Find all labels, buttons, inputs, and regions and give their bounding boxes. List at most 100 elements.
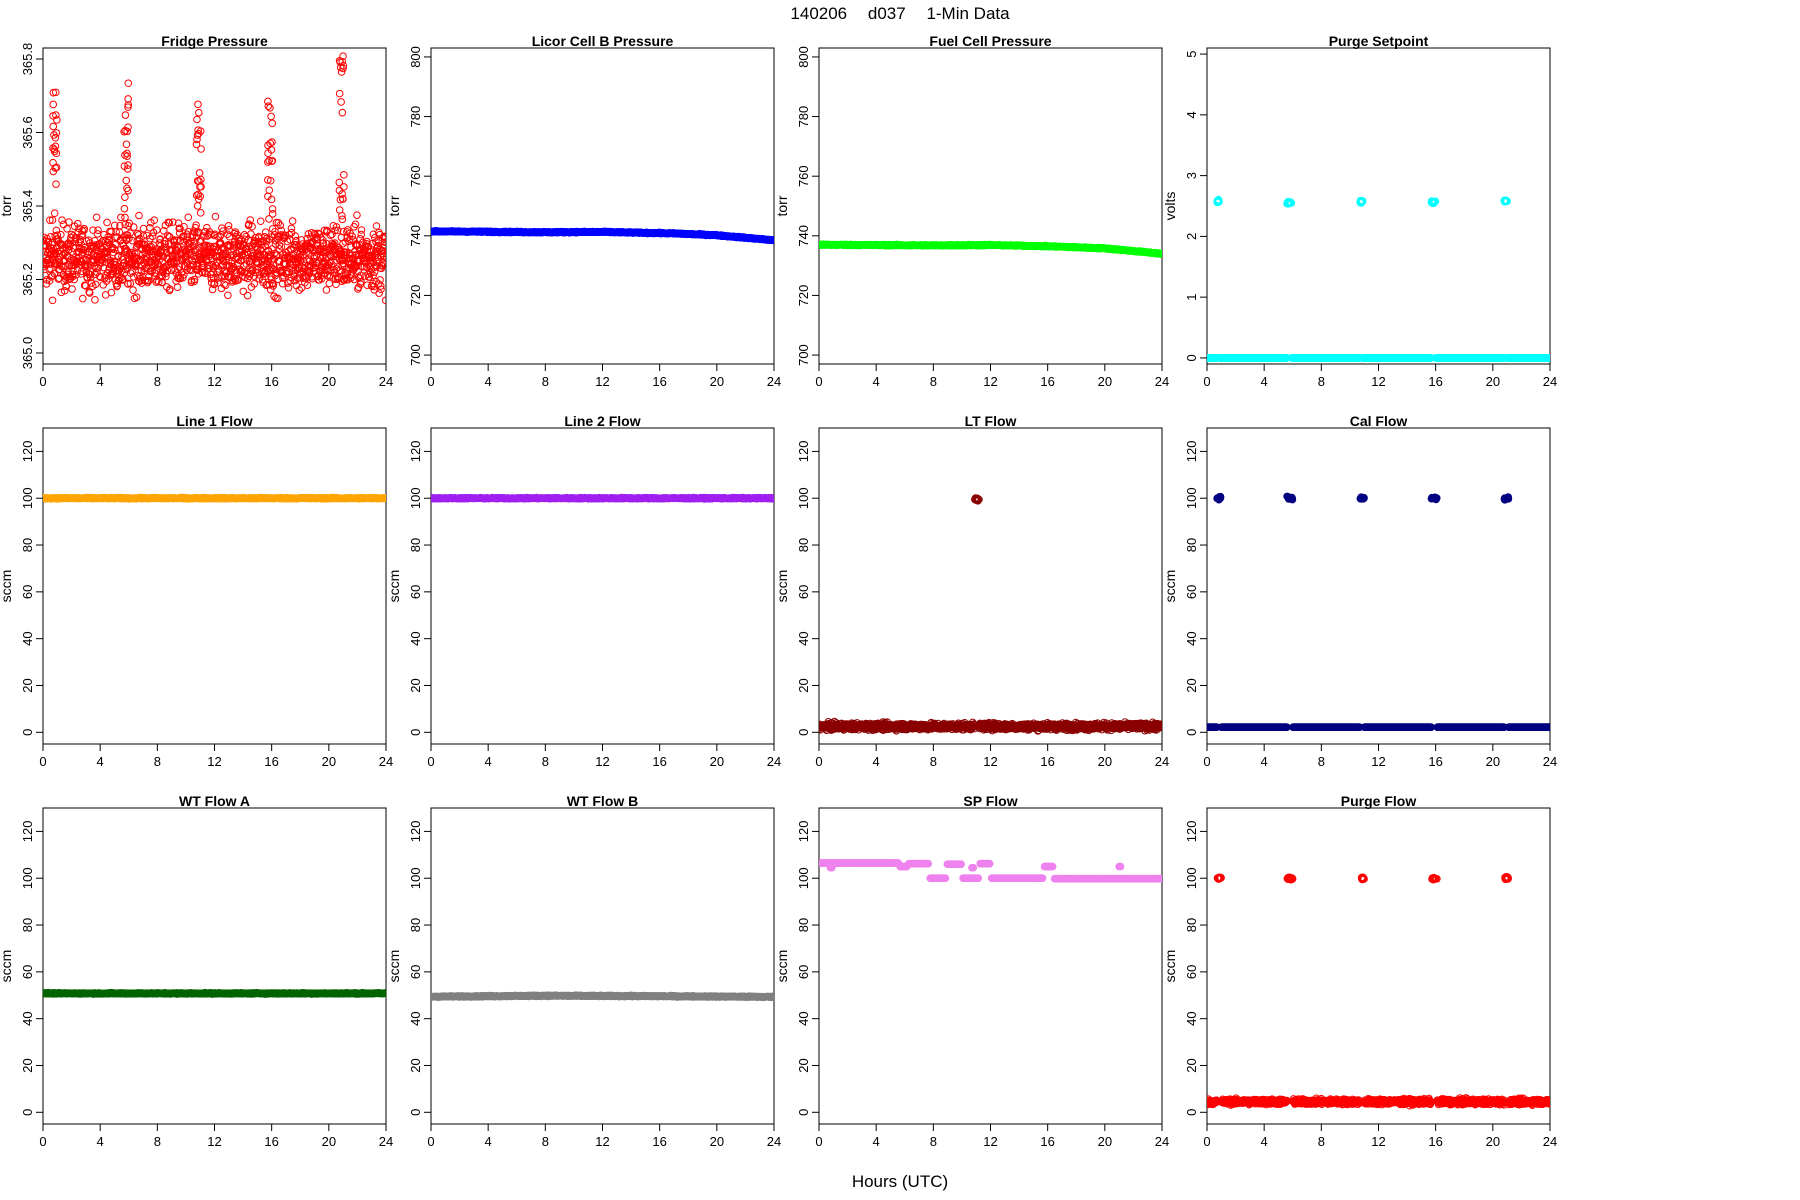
data-point	[124, 79, 133, 88]
data-point	[184, 213, 193, 222]
data-point	[150, 216, 159, 225]
data-point	[49, 158, 57, 167]
data-point	[148, 232, 157, 241]
data-point	[152, 278, 160, 286]
data-point	[329, 240, 338, 249]
data-point	[96, 273, 105, 282]
data-point	[46, 216, 54, 224]
data-point	[338, 108, 347, 117]
data-point	[52, 149, 61, 158]
data-point	[197, 182, 205, 191]
data-point	[117, 213, 125, 222]
y-tick-label: 800	[796, 46, 811, 68]
data-point	[121, 151, 129, 159]
data-point	[48, 216, 57, 224]
data-point	[126, 229, 134, 237]
data-point	[102, 277, 111, 285]
x-tick-label: 4	[485, 374, 492, 389]
data-point	[267, 112, 275, 121]
data-point	[50, 131, 58, 139]
data-point	[274, 275, 282, 284]
y-tick-label: 120	[20, 441, 35, 463]
y-tick-label: 100	[20, 487, 35, 509]
data-point	[1545, 354, 1550, 362]
data-point	[351, 220, 360, 229]
data-point	[129, 286, 137, 294]
data-point	[139, 224, 148, 233]
data-point	[134, 231, 143, 239]
data-point	[335, 89, 344, 98]
data-point	[284, 283, 293, 292]
data-point	[126, 279, 135, 288]
x-tick-label: 8	[154, 374, 161, 389]
y-tick-label: 3	[1184, 172, 1199, 179]
data-point	[112, 228, 120, 236]
data-point	[86, 271, 95, 279]
data-points	[43, 52, 386, 305]
data-point	[261, 228, 270, 236]
x-tick-label: 12	[207, 754, 221, 769]
x-tick-label: 0	[815, 374, 822, 389]
data-point	[337, 98, 345, 106]
data-point	[211, 212, 220, 221]
data-point	[338, 215, 347, 224]
data-point	[1428, 199, 1437, 207]
data-point	[376, 282, 385, 290]
data-point	[77, 261, 85, 270]
data-point	[268, 138, 276, 146]
data-point	[91, 296, 99, 304]
data-point	[48, 271, 57, 280]
data-point	[49, 88, 58, 97]
data-point	[120, 204, 129, 213]
data-point	[247, 230, 255, 238]
data-point	[196, 192, 205, 201]
x-tick-label: 20	[322, 374, 336, 389]
data-point	[231, 266, 239, 274]
x-tick-label: 24	[767, 374, 781, 389]
data-point	[346, 274, 355, 282]
data-point	[278, 279, 287, 288]
data-point	[363, 237, 371, 246]
panel-title: Fridge Pressure	[161, 33, 268, 49]
data-point	[120, 127, 128, 136]
data-point	[62, 261, 70, 270]
data-point	[220, 280, 229, 289]
data-point	[153, 276, 161, 285]
data-point	[192, 191, 201, 200]
y-tick-label: 365.4	[20, 190, 35, 223]
data-point	[52, 180, 60, 188]
data-point	[266, 176, 275, 185]
data-point	[381, 238, 386, 246]
data-point	[193, 202, 202, 210]
data-point	[68, 285, 76, 293]
data-point	[264, 158, 272, 166]
x-tick-label: 20	[322, 754, 336, 769]
data-point	[161, 240, 169, 248]
data-point	[124, 95, 132, 103]
main-title: 140206 d037 1-Min Data	[0, 4, 1800, 24]
data-point	[224, 291, 232, 300]
data-point	[111, 240, 119, 249]
data-point	[268, 205, 277, 213]
data-point	[203, 223, 211, 232]
data-point	[100, 230, 108, 239]
x-tick-label: 24	[379, 374, 393, 389]
title-resolution: 1-Min Data	[926, 4, 1010, 23]
data-point	[118, 276, 127, 284]
data-point	[50, 269, 59, 278]
data-point	[192, 140, 201, 149]
x-tick-label: 12	[1371, 374, 1385, 389]
x-tick-label: 12	[207, 374, 221, 389]
data-point	[377, 285, 385, 294]
data-point	[267, 263, 276, 272]
data-point	[235, 234, 243, 243]
data-point	[107, 228, 115, 236]
data-point	[248, 222, 256, 231]
data-point	[155, 252, 163, 260]
data-point	[277, 226, 285, 235]
data-point	[194, 100, 202, 109]
data-point	[320, 226, 329, 235]
data-point	[52, 129, 61, 137]
y-tick-label: 0	[1184, 354, 1199, 361]
